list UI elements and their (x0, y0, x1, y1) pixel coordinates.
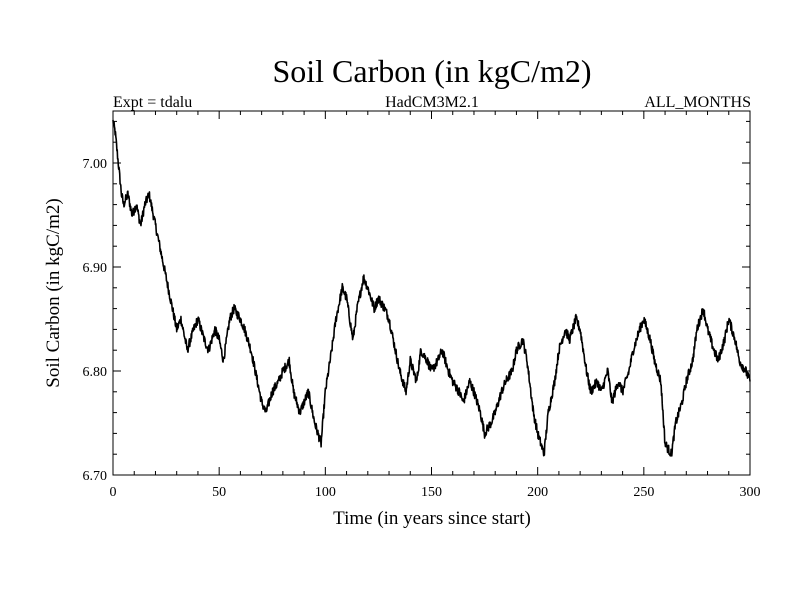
x-axis-label: Time (in years since start) (333, 508, 531, 529)
y-tick-label: 7.00 (83, 157, 108, 172)
x-tick-label: 0 (110, 485, 117, 500)
chart-title: Soil Carbon (in kgC/m2) (272, 53, 591, 89)
y-tick-label: 6.90 (83, 261, 108, 276)
subtitle-right: ALL_MONTHS (644, 94, 751, 111)
tick-labels: 0 50 100 150 200 250 300 6.70 6.80 6.90 7.00 (83, 157, 761, 500)
x-tick-label: 150 (421, 485, 442, 500)
plot-frame (112, 110, 751, 476)
x-tick-label: 300 (740, 485, 761, 500)
x-tick-label: 250 (633, 485, 654, 500)
x-tick-label: 50 (212, 485, 226, 500)
series-layer (112, 119, 751, 457)
x-tick-label: 200 (527, 485, 548, 500)
series-line (112, 119, 751, 457)
subtitle-center: HadCM3M2.1 (385, 94, 479, 111)
y-tick-label: 6.70 (83, 469, 108, 484)
x-tick-label: 100 (315, 485, 336, 500)
y-tick-label: 6.80 (83, 365, 108, 380)
subtitle-left: Expt = tdalu (113, 94, 192, 111)
axis-ticks (112, 111, 751, 476)
y-axis-label: Soil Carbon (in kgC/m2) (43, 198, 64, 387)
